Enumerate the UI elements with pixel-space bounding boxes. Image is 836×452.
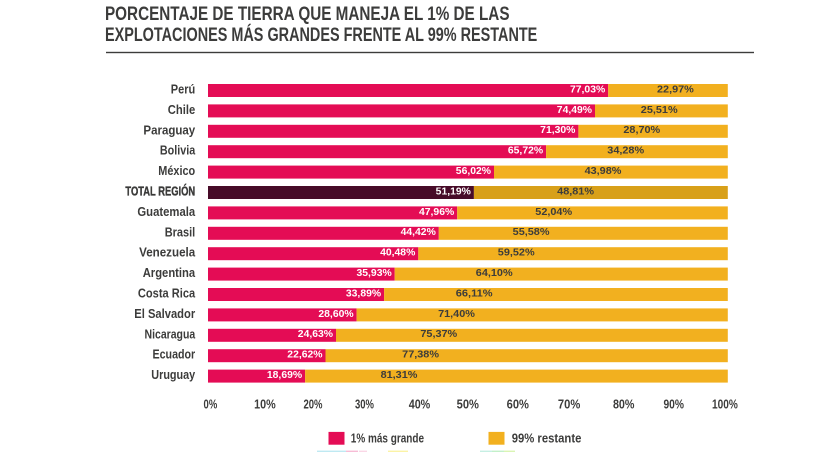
svg-text:25,51%: 25,51% bbox=[641, 105, 678, 116]
svg-text:99% restante: 99% restante bbox=[512, 430, 582, 445]
svg-text:22,97%: 22,97% bbox=[657, 84, 694, 95]
svg-text:México: México bbox=[158, 164, 195, 178]
svg-text:EXPLOTACIONES MÁS GRANDES FREN: EXPLOTACIONES MÁS GRANDES FRENTE AL 99% … bbox=[105, 23, 537, 46]
svg-text:Uruguay: Uruguay bbox=[151, 368, 195, 382]
svg-text:90%: 90% bbox=[663, 397, 684, 411]
svg-text:50%: 50% bbox=[457, 397, 479, 411]
svg-text:56,02%: 56,02% bbox=[456, 166, 492, 177]
svg-text:Perú: Perú bbox=[171, 83, 195, 97]
svg-text:1% más grande: 1% más grande bbox=[351, 430, 424, 445]
svg-text:66,11%: 66,11% bbox=[456, 288, 493, 299]
svg-text:TOTAL REGIÓN: TOTAL REGIÓN bbox=[125, 184, 195, 199]
svg-text:Argentina: Argentina bbox=[143, 266, 196, 280]
svg-text:Paraguay: Paraguay bbox=[143, 123, 195, 137]
svg-text:44,42%: 44,42% bbox=[401, 227, 437, 238]
svg-text:El Salvador: El Salvador bbox=[134, 307, 195, 321]
svg-text:51,19%: 51,19% bbox=[436, 186, 472, 197]
svg-text:Ecuador: Ecuador bbox=[153, 348, 196, 362]
svg-text:0%: 0% bbox=[204, 397, 218, 411]
svg-text:65,72%: 65,72% bbox=[508, 146, 544, 157]
svg-text:77,03%: 77,03% bbox=[570, 84, 606, 95]
svg-text:47,96%: 47,96% bbox=[419, 207, 455, 218]
svg-text:30%: 30% bbox=[355, 397, 374, 411]
svg-text:77,38%: 77,38% bbox=[402, 350, 439, 361]
svg-text:71,30%: 71,30% bbox=[540, 125, 576, 136]
svg-text:33,89%: 33,89% bbox=[346, 288, 382, 299]
svg-text:28,70%: 28,70% bbox=[623, 125, 660, 136]
svg-text:10%: 10% bbox=[254, 397, 276, 411]
svg-text:Venezuela: Venezuela bbox=[139, 246, 196, 260]
svg-text:64,10%: 64,10% bbox=[476, 268, 513, 279]
svg-text:Bolivia: Bolivia bbox=[160, 144, 196, 158]
svg-text:59,52%: 59,52% bbox=[498, 248, 535, 259]
svg-text:52,04%: 52,04% bbox=[535, 207, 572, 218]
svg-text:24,63%: 24,63% bbox=[298, 329, 334, 340]
svg-text:81,31%: 81,31% bbox=[381, 370, 418, 381]
svg-text:22,62%: 22,62% bbox=[287, 350, 323, 361]
svg-text:100%: 100% bbox=[712, 397, 738, 411]
svg-text:35,93%: 35,93% bbox=[357, 268, 393, 279]
svg-text:48,81%: 48,81% bbox=[557, 186, 594, 197]
svg-text:60%: 60% bbox=[507, 397, 529, 411]
svg-text:70%: 70% bbox=[558, 397, 580, 411]
svg-text:71,40%: 71,40% bbox=[438, 309, 475, 320]
svg-text:34,28%: 34,28% bbox=[607, 146, 644, 157]
svg-text:20%: 20% bbox=[304, 397, 323, 411]
svg-text:55,58%: 55,58% bbox=[513, 227, 550, 238]
svg-text:74,49%: 74,49% bbox=[557, 105, 593, 116]
svg-text:40%: 40% bbox=[409, 397, 431, 411]
svg-text:43,98%: 43,98% bbox=[585, 166, 622, 177]
svg-text:Guatemala: Guatemala bbox=[137, 205, 196, 219]
svg-text:80%: 80% bbox=[613, 397, 635, 411]
svg-text:18,69%: 18,69% bbox=[267, 370, 303, 381]
svg-text:Chile: Chile bbox=[168, 103, 195, 117]
svg-text:Costa Rica: Costa Rica bbox=[138, 287, 196, 301]
svg-text:40,48%: 40,48% bbox=[380, 248, 416, 259]
svg-text:Nicaragua: Nicaragua bbox=[145, 327, 197, 341]
svg-text:PORCENTAJE DE TIERRA QUE MANEJ: PORCENTAJE DE TIERRA QUE MANEJA EL 1% DE… bbox=[105, 3, 510, 25]
svg-text:75,37%: 75,37% bbox=[420, 329, 457, 340]
svg-text:Brasil: Brasil bbox=[165, 225, 196, 239]
svg-text:28,60%: 28,60% bbox=[318, 309, 354, 320]
